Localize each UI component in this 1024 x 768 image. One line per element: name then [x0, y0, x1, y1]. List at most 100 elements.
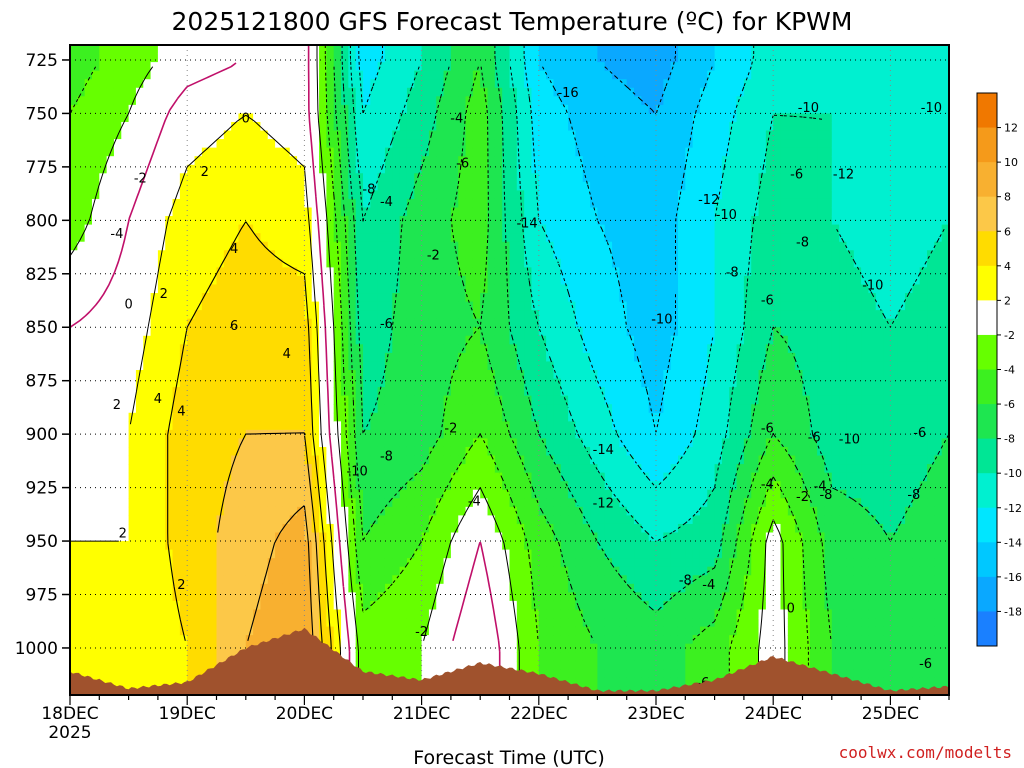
heat-cell	[260, 190, 269, 200]
heat-cell	[502, 207, 511, 217]
heat-cell	[216, 284, 225, 294]
heat-cell	[253, 489, 262, 499]
heat-cell	[450, 489, 459, 499]
heat-cell	[70, 532, 78, 542]
heat-cell	[384, 190, 393, 200]
heat-cell	[209, 250, 218, 260]
heat-cell	[267, 464, 276, 474]
heat-cell	[370, 301, 379, 311]
heat-cell	[509, 181, 518, 191]
heat-cell	[121, 198, 130, 209]
heat-cell	[311, 618, 320, 628]
heat-cell	[355, 558, 364, 568]
heat-cell	[487, 541, 496, 551]
heat-cell	[187, 395, 196, 405]
heat-cell	[194, 370, 203, 380]
heat-cell	[399, 489, 408, 499]
heat-cell	[392, 147, 401, 157]
heat-cell	[516, 592, 525, 602]
heat-cell	[370, 489, 379, 499]
heat-cell	[392, 284, 401, 294]
heat-cell	[546, 361, 555, 371]
heat-cell	[414, 378, 423, 388]
heat-cell	[238, 241, 247, 251]
heat-cell	[70, 79, 78, 89]
heat-cell	[392, 318, 401, 328]
heat-cell	[531, 318, 540, 328]
heat-cell	[231, 70, 240, 80]
heat-cell	[487, 532, 496, 542]
heat-cell	[355, 583, 364, 593]
heat-cell	[91, 156, 100, 166]
heat-cell	[231, 113, 240, 123]
heat-cell	[128, 139, 137, 149]
heat-cell	[326, 198, 335, 209]
heat-cell	[524, 592, 533, 602]
heat-cell	[245, 335, 254, 345]
heat-cell	[546, 113, 555, 123]
heat-cell	[538, 446, 547, 457]
heat-cell	[326, 224, 335, 234]
heat-cell	[392, 327, 401, 337]
heat-cell	[231, 147, 240, 157]
heat-cell	[399, 652, 408, 662]
heat-cell	[509, 618, 518, 628]
heat-cell	[333, 541, 342, 551]
heat-cell	[253, 216, 262, 226]
heat-cell	[363, 216, 371, 226]
heat-cell	[99, 139, 108, 149]
heat-cell	[348, 532, 357, 542]
heat-cell	[443, 438, 452, 448]
heat-cell	[428, 575, 437, 585]
heat-cell	[201, 164, 210, 174]
heat-cell	[421, 592, 430, 602]
heat-cell	[406, 79, 415, 89]
heat-cell	[472, 635, 481, 645]
heat-cell	[150, 660, 159, 670]
heat-cell	[304, 481, 313, 491]
heat-cell	[282, 404, 291, 414]
heat-cell	[531, 446, 540, 457]
heat-cell	[311, 438, 320, 448]
heat-cell	[399, 62, 408, 72]
heat-cell	[494, 352, 503, 363]
heat-cell	[172, 446, 181, 457]
heat-cell	[494, 327, 503, 337]
heat-cell	[253, 541, 262, 551]
heat-cell	[70, 583, 78, 593]
heat-cell	[150, 643, 159, 653]
heat-cell	[260, 139, 269, 149]
heat-cell	[509, 464, 518, 474]
heat-cell	[524, 575, 533, 585]
heat-cell	[113, 549, 122, 559]
heat-cell	[194, 318, 203, 328]
heat-cell	[487, 566, 496, 576]
heat-cell	[436, 378, 445, 388]
heat-cell	[238, 438, 247, 448]
heat-cell	[348, 395, 357, 405]
heat-cell	[91, 327, 100, 337]
heat-cell	[524, 250, 533, 260]
heat-cell	[172, 541, 181, 551]
heat-cell	[128, 361, 137, 371]
heat-cell	[84, 643, 93, 653]
heat-cell	[275, 293, 284, 303]
heat-cell	[267, 429, 276, 440]
heat-cell	[487, 224, 496, 234]
heat-cell	[341, 318, 349, 328]
heat-cell	[450, 643, 459, 653]
heat-cell	[516, 515, 525, 525]
heat-cell	[150, 361, 159, 371]
heat-cell	[421, 104, 430, 115]
heat-cell	[121, 293, 130, 303]
heat-cell	[231, 233, 240, 243]
heat-cell	[414, 455, 423, 465]
heat-cell	[150, 241, 159, 251]
heat-cell	[450, 481, 459, 491]
heat-cell	[179, 404, 188, 414]
heat-cell	[502, 370, 511, 380]
heat-cell	[319, 156, 327, 166]
heat-cell	[304, 224, 313, 234]
heat-cell	[179, 267, 188, 277]
heat-cell	[436, 532, 445, 542]
